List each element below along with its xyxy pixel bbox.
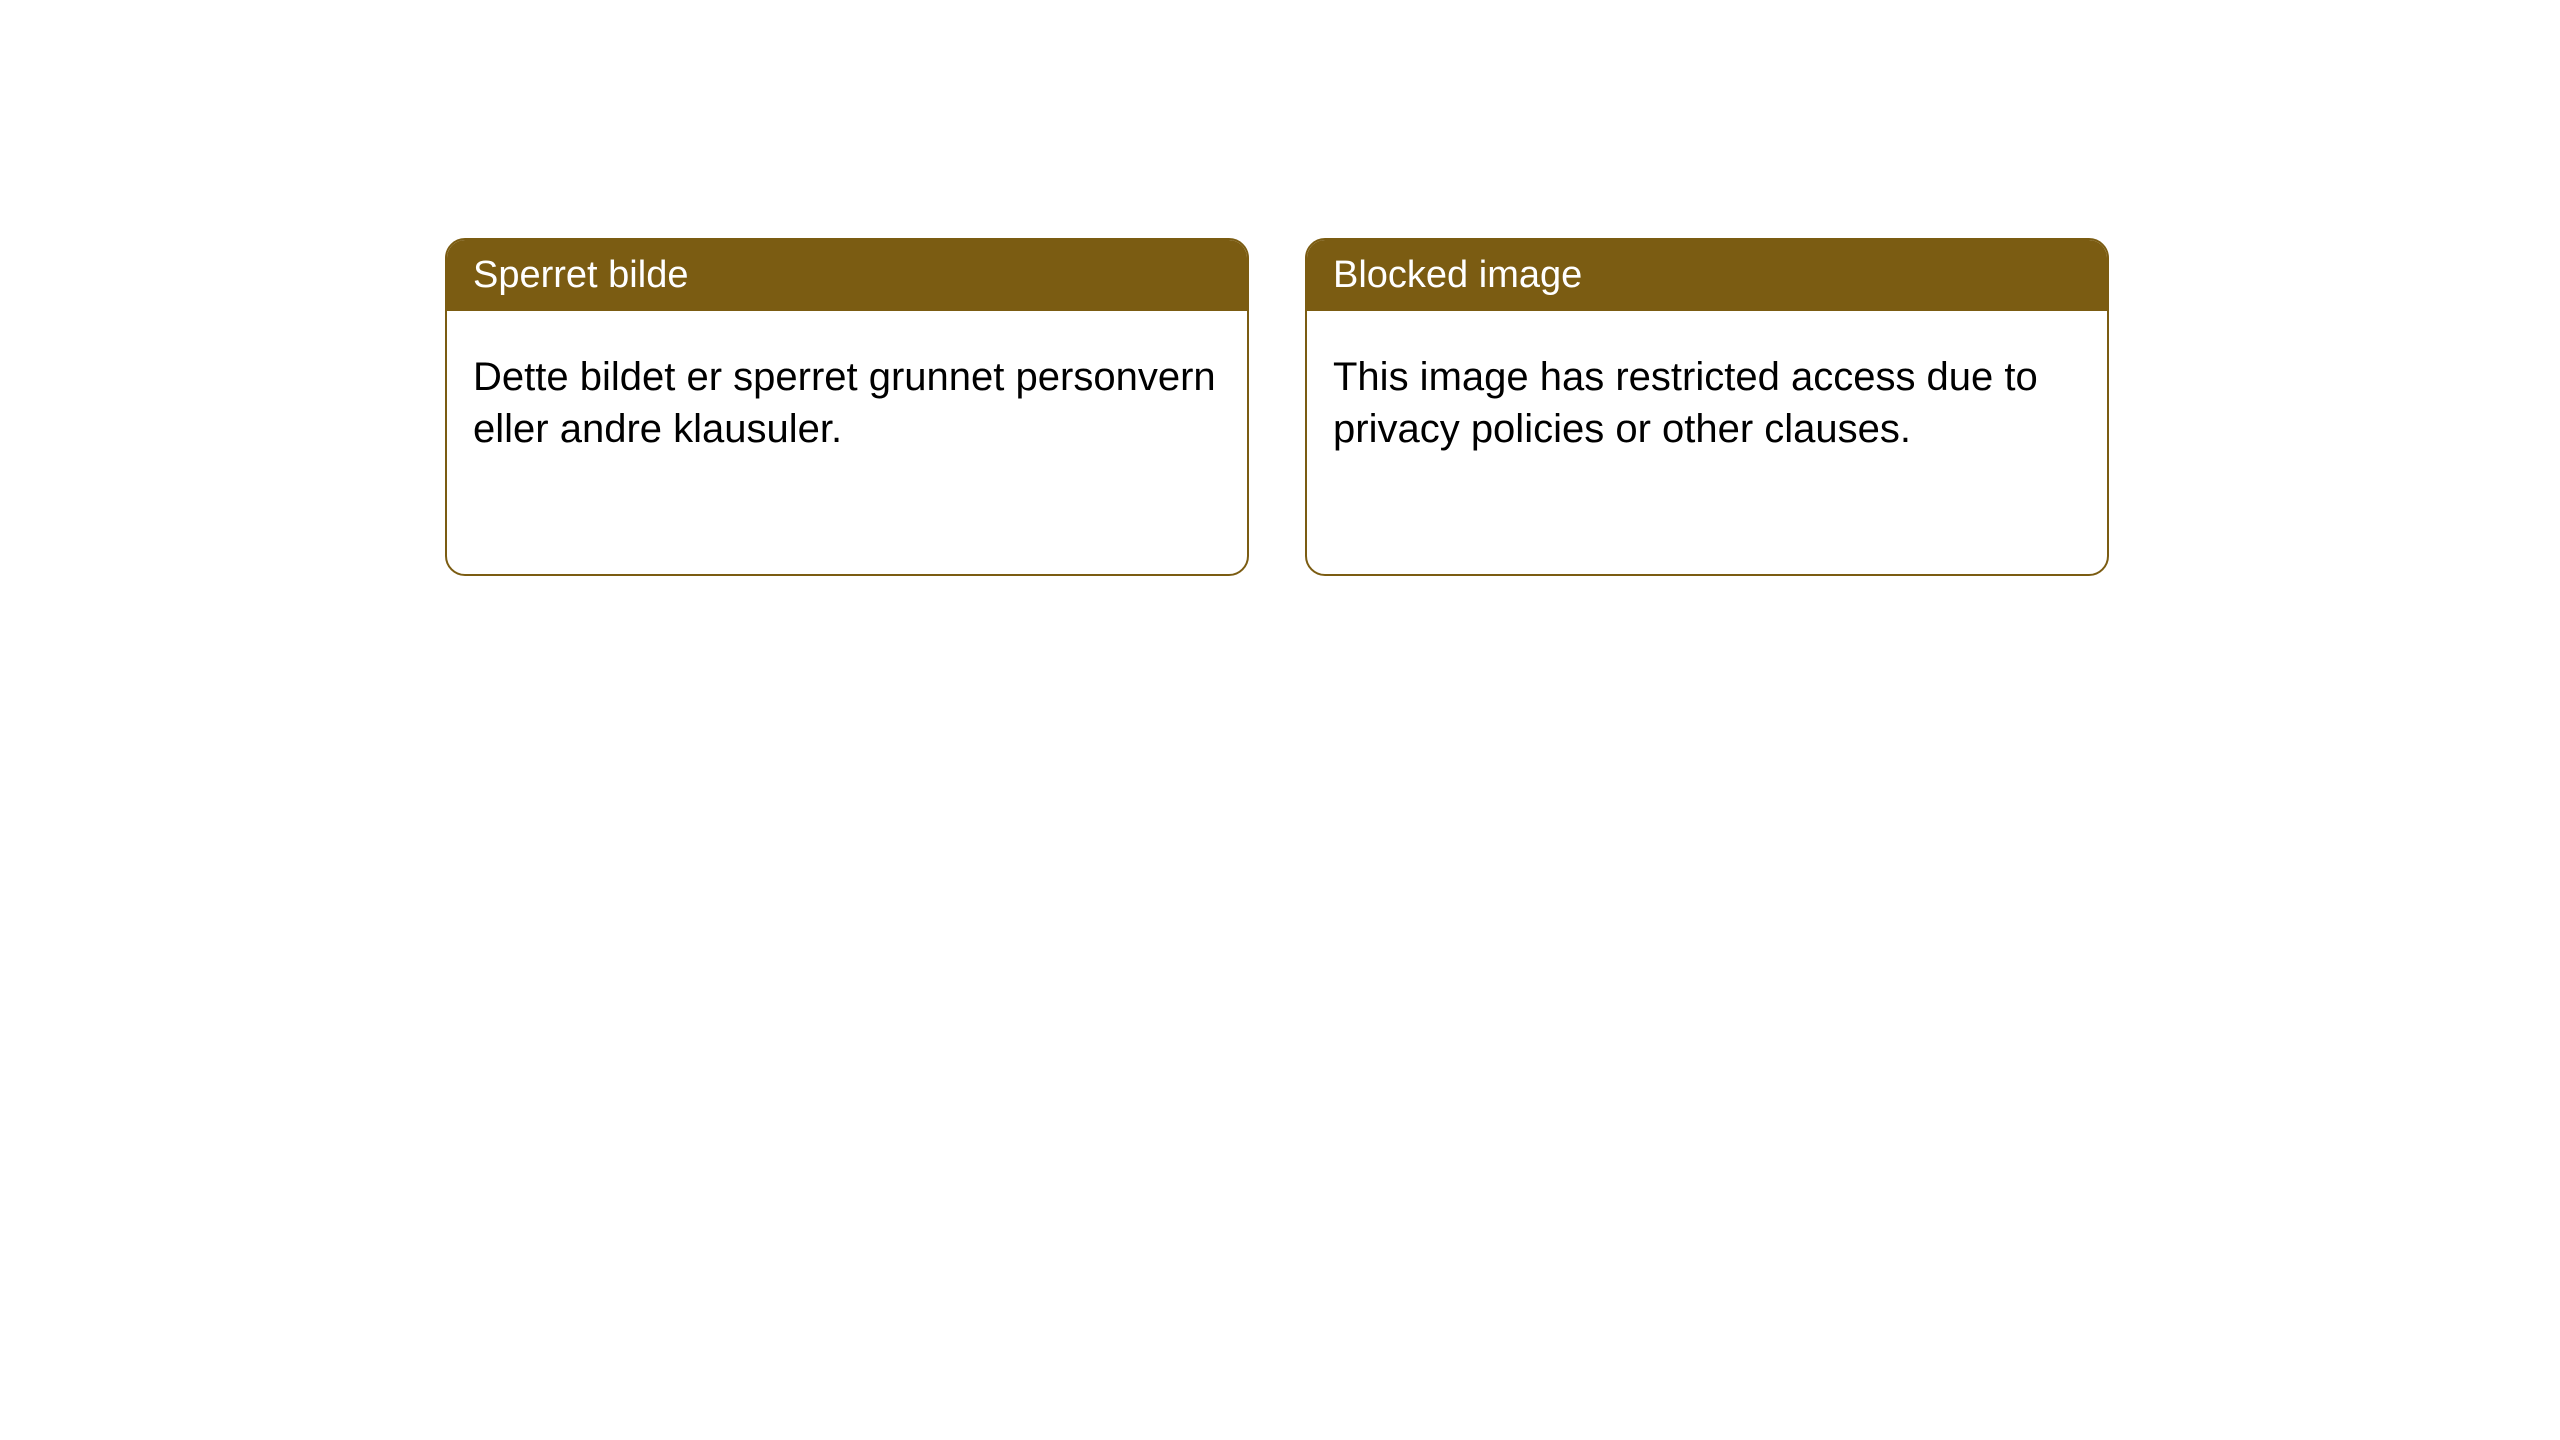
card-body-no: Dette bildet er sperret grunnet personve…: [447, 311, 1247, 495]
card-message-no: Dette bildet er sperret grunnet personve…: [473, 355, 1216, 451]
blocked-image-card-no: Sperret bilde Dette bildet er sperret gr…: [445, 238, 1249, 576]
card-header-en: Blocked image: [1307, 240, 2107, 311]
card-body-en: This image has restricted access due to …: [1307, 311, 2107, 495]
notice-container: Sperret bilde Dette bildet er sperret gr…: [445, 238, 2109, 576]
card-message-en: This image has restricted access due to …: [1333, 355, 2038, 451]
blocked-image-card-en: Blocked image This image has restricted …: [1305, 238, 2109, 576]
card-title-no: Sperret bilde: [473, 254, 688, 296]
card-title-en: Blocked image: [1333, 254, 1582, 296]
card-header-no: Sperret bilde: [447, 240, 1247, 311]
